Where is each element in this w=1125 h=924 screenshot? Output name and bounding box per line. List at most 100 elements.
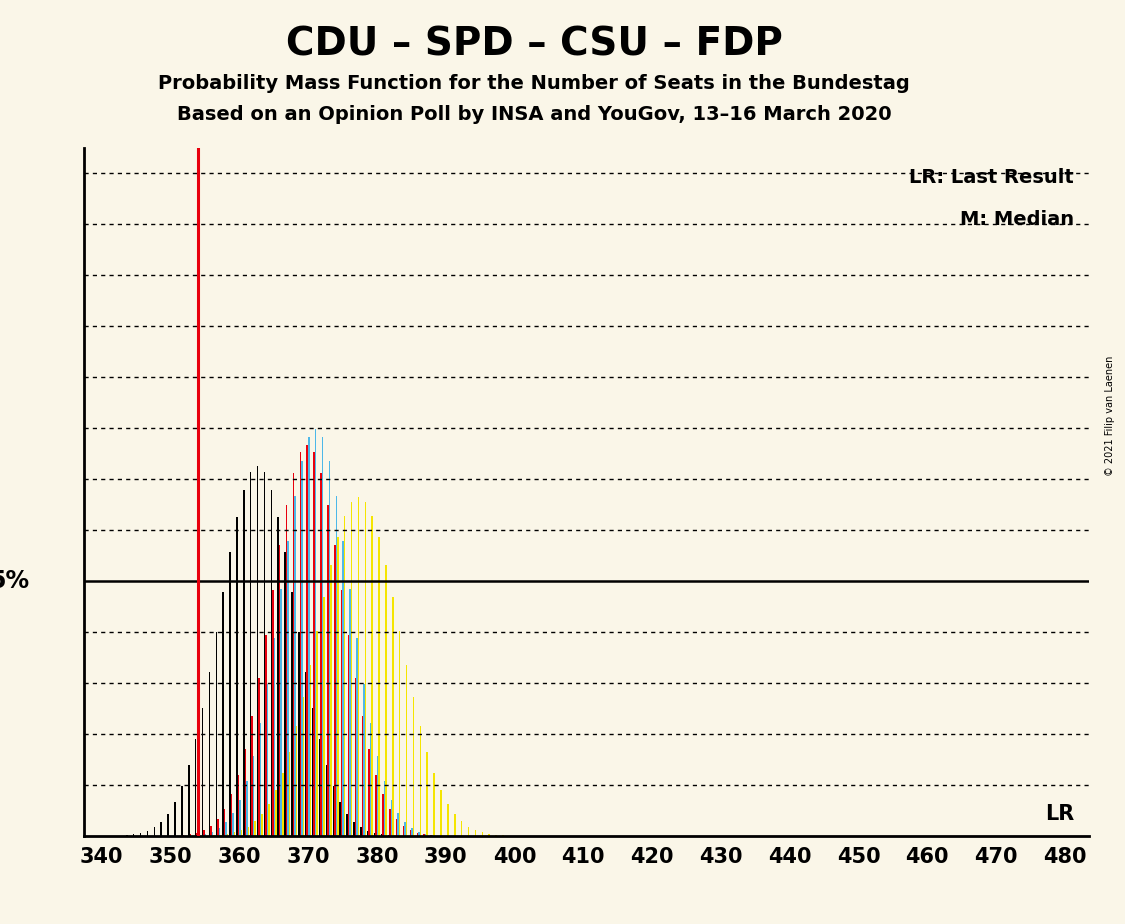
Bar xyxy=(174,802,176,836)
Bar xyxy=(279,545,280,836)
Bar xyxy=(393,597,394,836)
Text: M: Median: M: Median xyxy=(960,210,1074,229)
Bar xyxy=(358,497,359,836)
Bar xyxy=(198,835,199,836)
Bar xyxy=(233,813,234,836)
Bar xyxy=(302,461,303,836)
Bar xyxy=(266,635,267,836)
Bar xyxy=(468,827,469,836)
Bar xyxy=(335,496,338,836)
Text: © 2021 Filip van Laenen: © 2021 Filip van Laenen xyxy=(1106,356,1115,476)
Bar xyxy=(341,590,342,836)
Bar xyxy=(208,672,210,836)
Bar xyxy=(315,430,316,836)
Bar xyxy=(447,804,449,836)
Bar xyxy=(482,833,483,836)
Bar xyxy=(348,635,349,836)
Bar xyxy=(286,505,287,836)
Bar xyxy=(267,684,268,836)
Bar xyxy=(244,748,246,836)
Bar xyxy=(338,537,339,836)
Bar xyxy=(231,795,233,836)
Bar xyxy=(413,697,414,836)
Bar xyxy=(299,452,302,836)
Bar xyxy=(312,708,314,836)
Bar xyxy=(385,565,387,836)
Bar xyxy=(218,828,220,836)
Bar xyxy=(254,821,256,836)
Bar xyxy=(364,502,366,836)
Bar xyxy=(455,814,456,836)
Bar xyxy=(161,821,162,836)
Bar xyxy=(418,832,420,836)
Bar xyxy=(140,833,142,836)
Bar xyxy=(361,716,363,836)
Bar xyxy=(260,723,261,836)
Bar xyxy=(432,835,433,836)
Bar xyxy=(272,590,273,836)
Bar xyxy=(243,490,244,836)
Bar xyxy=(426,752,428,836)
Bar xyxy=(298,632,299,836)
Bar xyxy=(321,473,322,836)
Bar xyxy=(309,664,310,836)
Bar xyxy=(357,638,358,836)
Bar xyxy=(431,835,432,836)
Bar xyxy=(278,517,279,836)
Bar xyxy=(370,723,371,836)
Bar xyxy=(246,781,248,836)
Bar xyxy=(384,781,385,836)
Bar xyxy=(351,502,352,836)
Bar xyxy=(295,496,296,836)
Bar xyxy=(306,445,308,836)
Bar xyxy=(287,541,289,836)
Bar xyxy=(344,516,345,836)
Bar xyxy=(382,795,384,836)
Bar xyxy=(204,830,205,836)
Bar xyxy=(340,802,341,836)
Bar xyxy=(410,830,412,836)
Bar xyxy=(289,752,290,836)
Bar xyxy=(360,827,361,836)
Bar xyxy=(292,473,295,836)
Bar xyxy=(396,819,397,836)
Bar xyxy=(314,452,315,836)
Bar xyxy=(330,565,332,836)
Bar xyxy=(433,773,435,836)
Bar xyxy=(380,834,382,836)
Bar xyxy=(220,835,222,836)
Bar xyxy=(217,819,218,836)
Bar xyxy=(404,822,406,836)
Text: Probability Mass Function for the Number of Seats in the Bundestag: Probability Mass Function for the Number… xyxy=(159,74,910,93)
Bar xyxy=(285,553,286,836)
Bar xyxy=(334,545,335,836)
Bar xyxy=(282,773,284,836)
Bar xyxy=(488,834,490,836)
Bar xyxy=(316,630,318,836)
Bar xyxy=(296,726,297,836)
Bar xyxy=(403,826,404,836)
Bar xyxy=(197,833,198,836)
Bar xyxy=(323,597,325,836)
Bar xyxy=(308,437,309,836)
Bar xyxy=(423,834,425,836)
Bar xyxy=(240,800,241,836)
Bar xyxy=(363,684,364,836)
Bar xyxy=(188,765,189,836)
Text: CDU – SPD – CSU – FDP: CDU – SPD – CSU – FDP xyxy=(286,26,783,64)
Bar xyxy=(248,827,249,836)
Bar xyxy=(259,678,260,836)
Bar xyxy=(328,461,330,836)
Bar xyxy=(406,664,407,836)
Bar xyxy=(389,808,390,836)
Bar xyxy=(397,813,399,836)
Bar xyxy=(261,814,263,836)
Bar xyxy=(224,808,225,836)
Bar xyxy=(399,630,400,836)
Bar xyxy=(234,833,235,836)
Bar xyxy=(303,697,304,836)
Bar xyxy=(223,591,224,836)
Bar xyxy=(256,467,259,836)
Bar xyxy=(425,833,426,836)
Bar xyxy=(280,590,282,836)
